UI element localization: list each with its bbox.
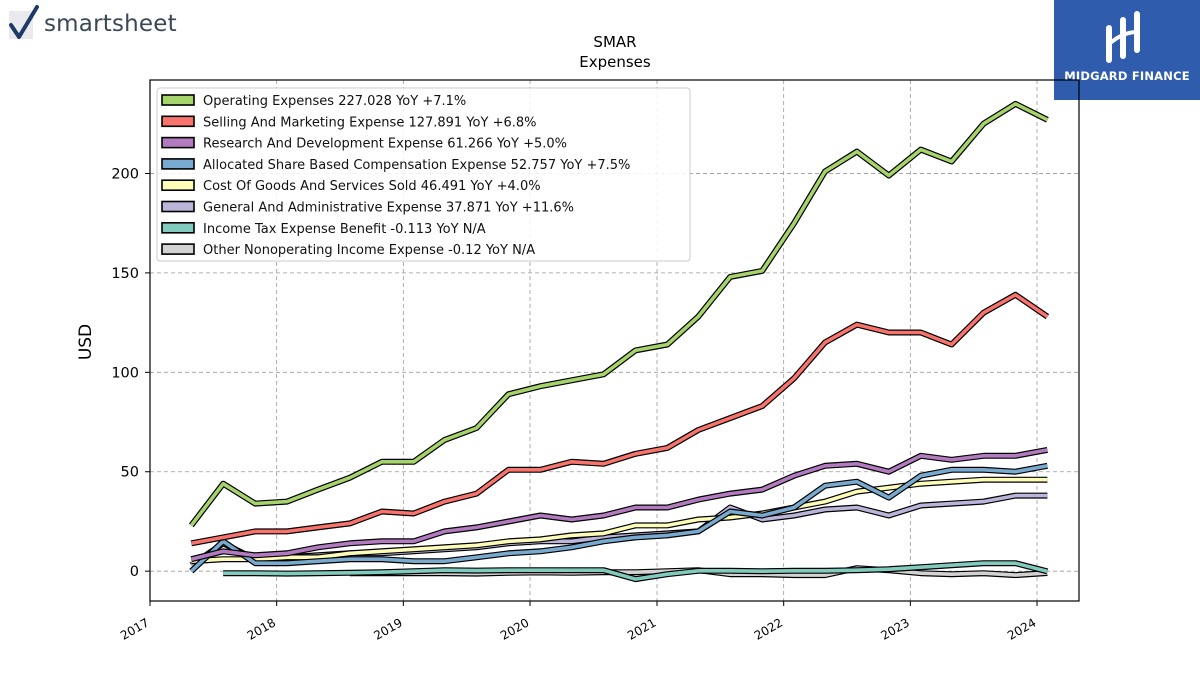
legend-label: Income Tax Expense Benefit -0.113 YoY N/…	[203, 222, 486, 237]
legend-label: Operating Expenses 227.028 YoY +7.1%	[203, 94, 466, 109]
series-lines	[188, 100, 1050, 583]
x-tick-label: 2022	[752, 615, 785, 642]
smartsheet-logo: smartsheet	[6, 4, 177, 44]
legend-swatch	[161, 200, 195, 213]
series-line	[189, 102, 1049, 527]
x-axis: 2017 2018 2019 2020 2021 2022 2023 2024	[118, 601, 1039, 643]
partner-logo: MIDGARD FINANCE	[1054, 0, 1200, 100]
legend-swatch	[161, 158, 195, 170]
y-tick-label: 200	[111, 166, 139, 182]
checkmark-icon	[9, 5, 39, 39]
legend-label: Other Nonoperating Income Expense -0.12 …	[203, 243, 535, 258]
legend-box	[156, 87, 691, 262]
legend-swatch	[161, 94, 195, 106]
x-tick-label: 2020	[498, 615, 531, 642]
series-line	[190, 293, 1049, 546]
y-axis-label: USD	[76, 324, 96, 360]
legend: Operating Expenses 227.028 YoY +7.1% Sell…	[156, 87, 691, 262]
series-line	[190, 464, 1048, 573]
series-line	[223, 561, 1048, 581]
plot-frame	[149, 79, 1080, 602]
legend-label: General And Administrative Expense 37.87…	[203, 201, 574, 216]
legend-label: Allocated Share Based Compensation Expen…	[203, 158, 630, 173]
legend-swatch	[161, 179, 195, 191]
legend-label: Research And Development Expense 61.266 …	[203, 137, 567, 152]
x-tick-label: 2017	[118, 615, 151, 642]
legend-swatch	[161, 115, 195, 128]
x-tick-label: 2019	[371, 615, 404, 642]
y-tick-label: 100	[111, 365, 139, 381]
x-tick-label: 2021	[625, 615, 658, 642]
x-tick-label: 2024	[1005, 615, 1038, 642]
legend-swatch	[161, 222, 195, 234]
legend-label: Cost Of Goods And Services Sold 46.491 Y…	[203, 179, 541, 194]
x-tick-label: 2023	[878, 615, 911, 642]
x-tick-label: 2018	[245, 615, 278, 642]
y-tick-label: 50	[121, 465, 139, 481]
legend-label: Selling And Marketing Expense 127.891 Yo…	[203, 115, 537, 130]
y-axis: 0 50 100 150 200	[111, 166, 150, 580]
chart-subtitle: Expenses	[579, 53, 651, 71]
midgard-emblem-icon	[1106, 11, 1140, 63]
chart-title: SMAR	[593, 33, 636, 51]
brand-name: smartsheet	[44, 11, 177, 37]
series-line	[190, 448, 1048, 561]
y-tick-label: 0	[130, 564, 139, 580]
legend-swatch	[161, 136, 195, 149]
partner-name: MIDGARD FINANCE	[1064, 69, 1190, 83]
y-tick-label: 150	[111, 266, 139, 282]
legend-swatch	[161, 243, 195, 255]
